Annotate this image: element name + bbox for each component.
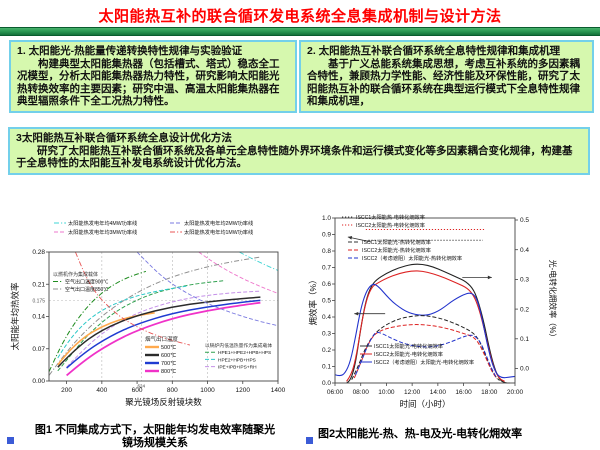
svg-text:㶲效率（%）: 㶲效率（%） xyxy=(308,275,318,325)
svg-text:太阳能热发电年均2MW功率线: 太阳能热发电年均2MW功率线 xyxy=(184,219,253,227)
svg-text:08:00: 08:00 xyxy=(353,389,370,396)
svg-text:以燃机作为集成载体: 以燃机作为集成载体 xyxy=(53,271,98,278)
svg-text:ISCC2太阳能热-电转化㶲效率: ISCC2太阳能热-电转化㶲效率 xyxy=(356,221,425,229)
svg-text:0.07: 0.07 xyxy=(32,346,45,353)
svg-text:06:00: 06:00 xyxy=(327,389,344,396)
page-title: 太阳能热互补的联合循环发电系统全息集成机制与设计方法 xyxy=(98,8,502,25)
svg-text:时间（小时）: 时间（小时） xyxy=(399,399,450,409)
svg-text:1.0: 1.0 xyxy=(322,215,331,222)
box-3-heading: 3太阳能热互补联合循环系统全息设计优化方法 xyxy=(16,132,232,144)
svg-text:600: 600 xyxy=(132,387,143,394)
svg-text:ISCC1太阳能热-电转化㶲效率: ISCC1太阳能热-电转化㶲效率 xyxy=(356,213,425,221)
figure1-bullet-icon xyxy=(7,437,14,444)
svg-text:ISCC2太阳能光-热转化㶲效率: ISCC2太阳能光-热转化㶲效率 xyxy=(362,246,431,254)
svg-text:以锅炉内低温热量作为集成载体: 以锅炉内低温热量作为集成载体 xyxy=(205,342,272,349)
svg-text:800: 800 xyxy=(167,387,178,394)
svg-text:0.2: 0.2 xyxy=(322,347,331,354)
svg-text:空气出口温度850℃: 空气出口温度850℃ xyxy=(65,286,108,293)
svg-text:聚光镜场反射镜块数: 聚光镜场反射镜块数 xyxy=(125,397,202,407)
svg-text:0.2: 0.2 xyxy=(520,306,529,313)
svg-text:ISCC2太阳能光-电转化㶲效率: ISCC2太阳能光-电转化㶲效率 xyxy=(374,350,443,358)
svg-text:12:00: 12:00 xyxy=(404,389,421,396)
box-2-heading: 2. 太阳能热互补联合循环系统全息特性规律和集成机理 xyxy=(307,45,561,57)
svg-text:0.9: 0.9 xyxy=(322,232,331,239)
svg-text:0.5: 0.5 xyxy=(520,217,529,224)
svg-text:400: 400 xyxy=(96,387,107,394)
box-3-body: 研究了太阳能热互补联合循环系统及各单元全息特性随外界环境条件和运行模式变化等多因… xyxy=(16,144,573,170)
svg-text:0.8: 0.8 xyxy=(322,248,331,255)
svg-text:光-电转化㶲效率（%）: 光-电转化㶲效率（%） xyxy=(548,260,558,342)
svg-text:0.5: 0.5 xyxy=(322,298,331,305)
svg-text:HPE2+HPB+HPS: HPE2+HPB+HPS xyxy=(218,357,256,363)
box-1: 1. 太阳能光-热能量传递转换特性规律与实验验证 构建典型太阳能集热器（包括槽式… xyxy=(9,40,297,113)
figure2-line-chart: 06:00 08:00 10:00 12:00 14:00 16:00 18:00 20:00… xyxy=(308,213,558,409)
svg-text:烟气出口温度: 烟气出口温度 xyxy=(145,335,179,343)
svg-text:IPE+IPB+IPS+RH: IPE+IPB+IPS+RH xyxy=(218,365,257,371)
svg-text:0.4: 0.4 xyxy=(322,314,331,321)
svg-text:800℃: 800℃ xyxy=(161,369,177,375)
svg-text:1000: 1000 xyxy=(200,387,215,394)
box-3: 3太阳能热互补联合循环系统全息设计优化方法 研究了太阳能热互补联合循环系统及各单… xyxy=(8,127,590,175)
svg-text:0.4: 0.4 xyxy=(520,247,529,254)
svg-text:500℃: 500℃ xyxy=(161,345,177,351)
svg-text:10:00: 10:00 xyxy=(378,389,395,396)
box-2-body: 基于广义总能系统集成思想，考虑互补系统的多因素耦合特性，兼顾热力学性能、经济性能… xyxy=(307,57,580,108)
svg-text:ISCC1太阳能光-热转化㶲效率: ISCC1太阳能光-热转化㶲效率 xyxy=(362,238,431,246)
svg-text:1200: 1200 xyxy=(236,387,251,394)
svg-text:0.00: 0.00 xyxy=(32,378,45,385)
svg-text:太阳能热发电年均4MW功率线: 太阳能热发电年均4MW功率线 xyxy=(68,219,137,227)
svg-text:ISCC2（考虑遮阻）太阳能光-电转化㶲效率: ISCC2（考虑遮阻）太阳能光-电转化㶲效率 xyxy=(374,358,474,366)
svg-text:0.3: 0.3 xyxy=(520,277,529,284)
svg-text:0.6: 0.6 xyxy=(322,281,331,288)
box-2: 2. 太阳能热互补联合循环系统全息特性规律和集成机理 基于广义总能系统集成思想，… xyxy=(299,40,594,113)
figure2-caption: 图2太阳能光-热、热-电及光-电转化㶲效率 xyxy=(318,428,523,440)
svg-text:太阳能热发电年均1MW功率线: 太阳能热发电年均1MW功率线 xyxy=(184,228,253,236)
svg-text:0.0: 0.0 xyxy=(520,366,529,373)
svg-text:ISCC1太阳能光-电转化㶲效率: ISCC1太阳能光-电转化㶲效率 xyxy=(374,342,443,350)
box-1-heading: 1. 太阳能光-热能量传递转换特性规律与实验验证 xyxy=(17,45,243,57)
figure2-bullet-icon xyxy=(306,437,313,444)
svg-text:太阳能热发电年均3MW功率线: 太阳能热发电年均3MW功率线 xyxy=(68,228,137,236)
svg-text:0.175: 0.175 xyxy=(32,298,45,304)
svg-text:1400: 1400 xyxy=(271,387,286,394)
svg-text:600℃: 600℃ xyxy=(161,353,177,359)
svg-text:HPE1+HPE2+HPB+HPS: HPE1+HPE2+HPB+HPS xyxy=(218,350,271,356)
figure1-line-chart: 200 400 600 800 1000 1200 1400 0.00 0.07 0.14 0.21… xyxy=(10,219,286,407)
svg-text:200: 200 xyxy=(61,387,72,394)
svg-text:700℃: 700℃ xyxy=(161,361,177,367)
svg-text:14:00: 14:00 xyxy=(430,389,447,396)
svg-text:624: 624 xyxy=(138,384,146,389)
svg-text:空气出口温度900℃: 空气出口温度900℃ xyxy=(65,279,108,286)
svg-text:0.21: 0.21 xyxy=(32,281,45,288)
svg-text:18:00: 18:00 xyxy=(481,389,498,396)
svg-text:16:00: 16:00 xyxy=(455,389,472,396)
figure1-caption: 图1 不同集成方式下，太阳能年均发电效率随聚光镜场规模关系 xyxy=(34,424,276,449)
svg-text:0.28: 0.28 xyxy=(32,249,45,256)
svg-text:0.14: 0.14 xyxy=(32,314,45,321)
box-1-body: 构建典型太阳能集热器（包括槽式、塔式）稳态全工况模型，分析太阳能集热器热力特性，… xyxy=(17,57,280,108)
svg-text:0.0: 0.0 xyxy=(322,380,331,387)
svg-text:20:00: 20:00 xyxy=(507,389,524,396)
svg-text:0.1: 0.1 xyxy=(520,336,529,343)
svg-text:0.1: 0.1 xyxy=(322,364,331,371)
svg-text:0.7: 0.7 xyxy=(322,265,331,272)
title-divider-bar xyxy=(0,27,600,36)
svg-text:ISCC2（考虑遮阻）太阳能光-热转化㶲效率: ISCC2（考虑遮阻）太阳能光-热转化㶲效率 xyxy=(362,254,462,262)
svg-text:0.3: 0.3 xyxy=(322,331,331,338)
svg-text:太阳能年均热效率: 太阳能年均热效率 xyxy=(10,282,20,351)
